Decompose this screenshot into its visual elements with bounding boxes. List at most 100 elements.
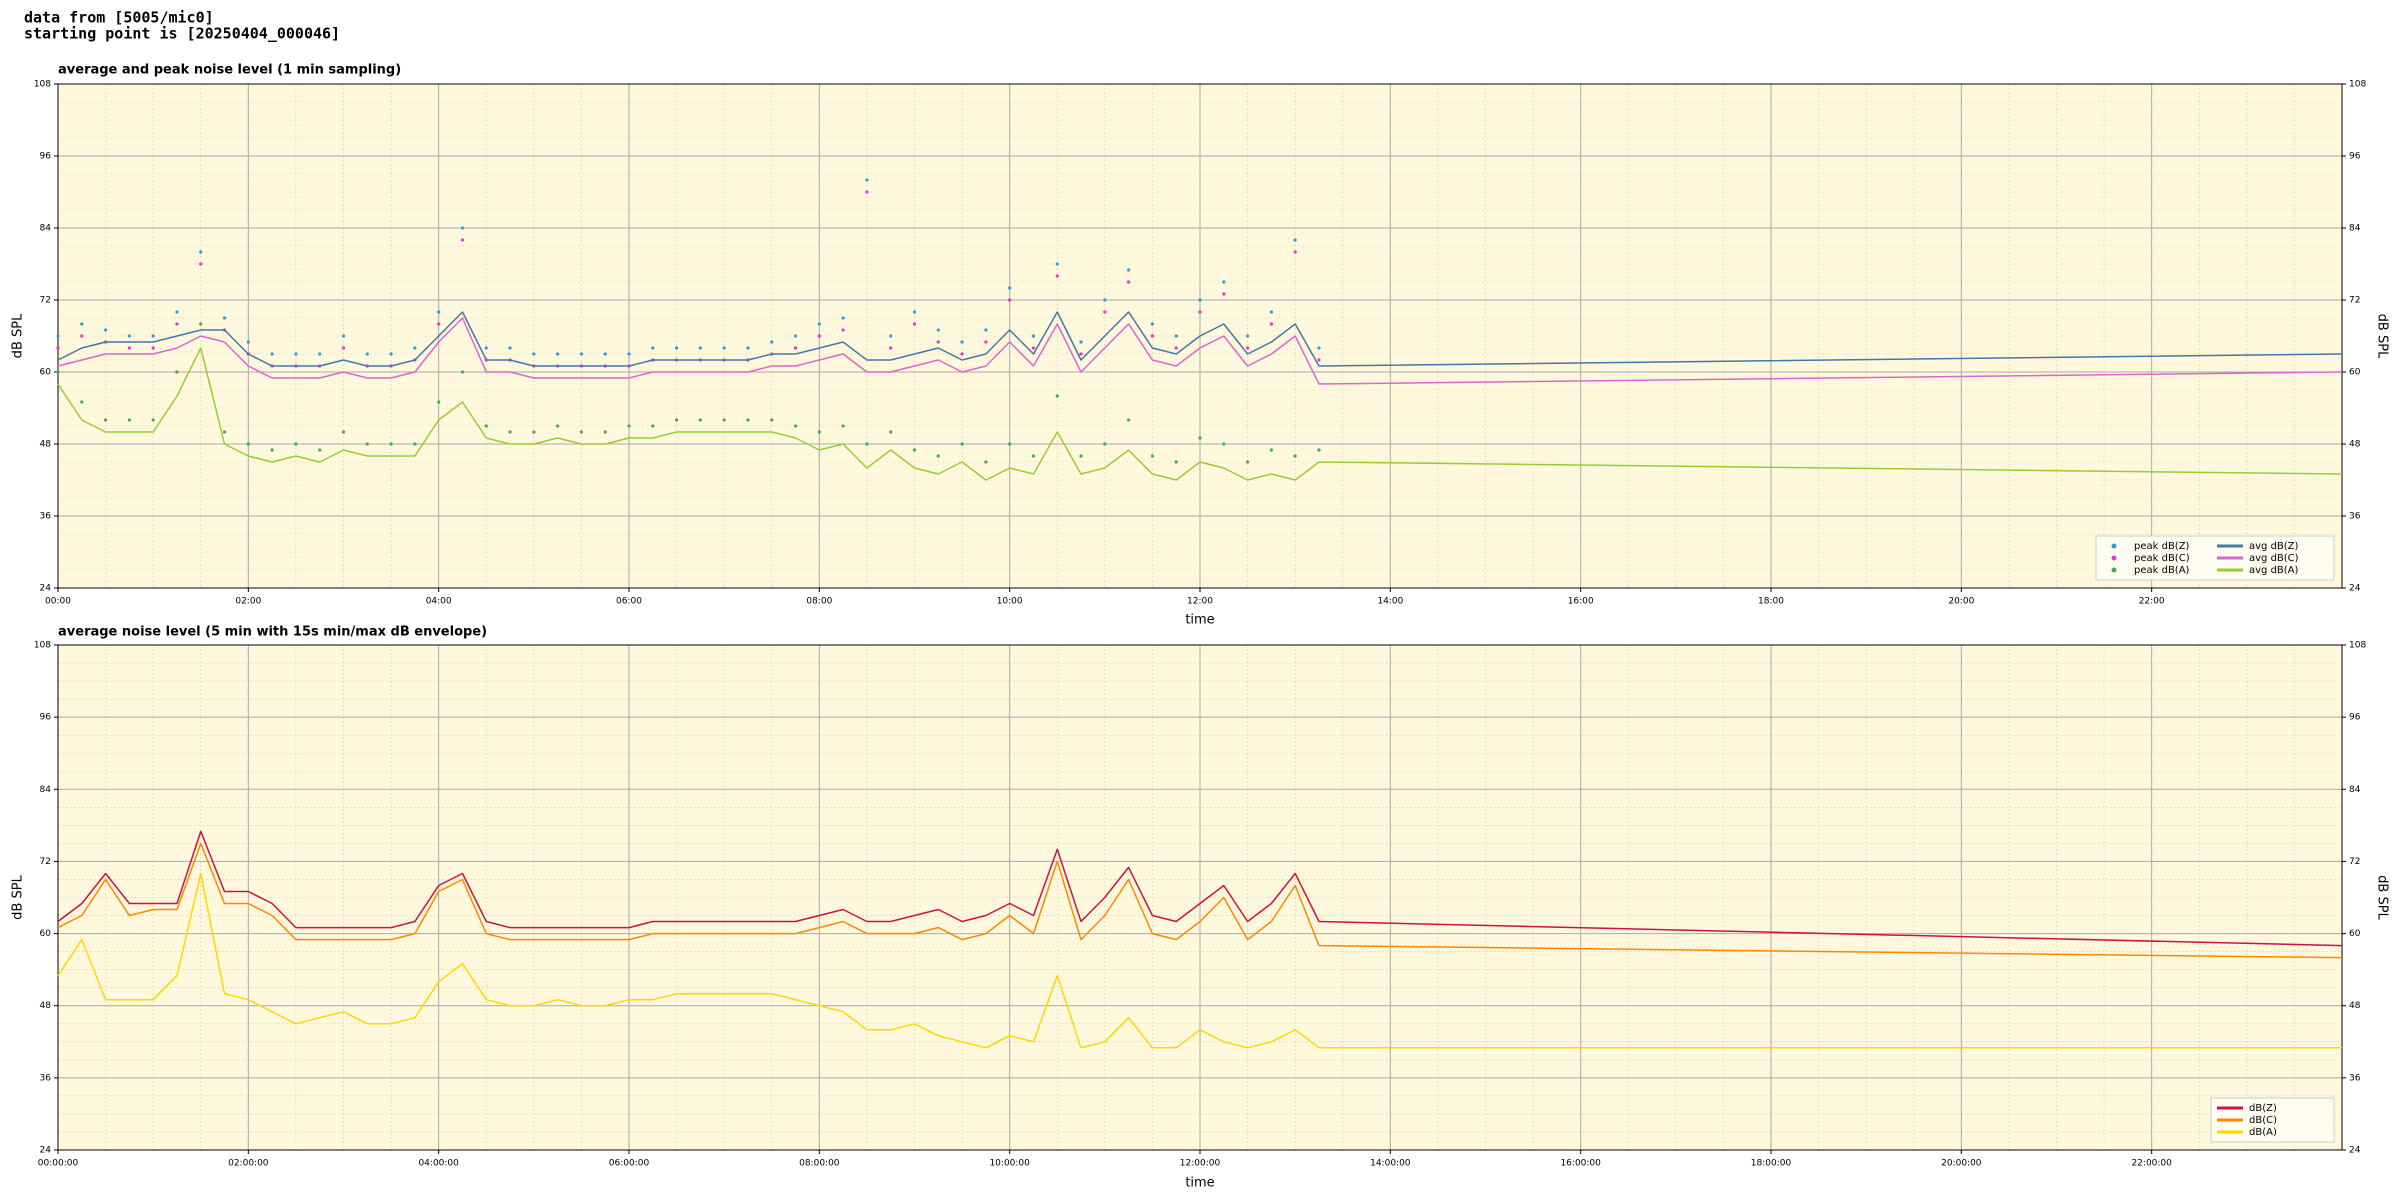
x-tick-label: 08:00:00 [799,1159,840,1169]
y-tick-label: 108 [2349,641,2366,651]
y-axis-label: dB SPL [11,874,26,919]
y-tick-label: 84 [40,785,52,795]
x-tick-label: 16:00 [1568,597,1594,607]
chart-title: average noise level (5 min with 15s min/… [58,625,487,640]
header-line: starting point is [20250404_000046] [24,25,340,43]
series-line [57,317,2343,385]
peak-point [1008,298,1012,302]
x-tick-label: 06:00 [616,597,642,607]
peak-point [56,370,60,374]
peak-point [318,448,322,452]
peak-point [1008,442,1012,446]
peak-point [199,250,203,254]
peak-point [865,190,869,194]
peak-point [698,418,702,422]
y-axis-label: dB SPL [2375,875,2390,920]
legend-label: peak dB(C) [2134,553,2190,564]
peak-point [1127,268,1131,272]
peak-point [912,310,917,314]
y-tick-label: 72 [40,857,51,867]
peak-point [460,226,465,230]
legend-box [2095,535,2335,581]
peak-point [936,454,940,458]
peak-point [460,238,465,242]
y-tick-label: 24 [40,584,52,594]
peak-point [484,424,488,428]
peak-point [1103,442,1107,446]
subplot: average and peak noise level (1 min samp… [11,63,2390,628]
peak-point [175,310,179,314]
y-tick-label: 108 [34,80,51,90]
legend-label: avg dB(Z) [2249,541,2299,552]
peak-point [1293,250,1297,254]
peak-point [960,352,964,356]
peak-point [437,322,441,326]
peak-point [1150,454,1155,458]
peak-point [270,352,274,356]
peak-point [841,316,845,320]
y-tick-label: 60 [2349,929,2361,939]
peak-point [80,322,84,326]
y-axis-label: dB SPL [2375,314,2390,359]
peak-point [1174,346,1178,350]
peak-point [960,340,964,344]
peak-point [318,352,322,356]
peak-point [199,262,203,266]
peak-point [80,400,84,404]
peak-point [389,352,393,356]
y-tick-label: 60 [2349,368,2361,378]
peak-point [508,346,512,350]
y-tick-label: 72 [2349,857,2360,867]
peak-point [437,400,441,404]
legend-label: peak dB(Z) [2134,541,2190,552]
peak-point [984,460,988,464]
x-tick-label: 10:00 [997,597,1023,607]
peak-point [127,334,131,338]
peak-point [1317,346,1321,350]
peak-point [56,346,60,350]
peak-point [1031,346,1036,350]
peak-point [103,328,108,332]
peak-point [1198,310,1202,314]
y-tick-label: 60 [40,929,52,939]
peak-point [341,334,346,338]
x-tick-label: 00:00:00 [38,1159,79,1169]
y-tick-label: 84 [40,224,52,234]
peak-point [151,334,155,338]
peak-point [889,346,893,350]
peak-point [698,346,702,350]
peak-point [960,442,964,446]
y-tick-label: 96 [2349,152,2361,162]
y-tick-label: 84 [2349,224,2361,234]
peak-point [127,346,131,350]
series-line [57,311,2343,367]
peak-point [127,418,131,422]
x-tick-label: 00:00 [45,597,71,607]
y-tick-label: 24 [40,1146,52,1156]
peak-point [1079,352,1083,356]
peak-point [1269,310,1273,314]
peak-point [341,346,346,350]
peak-point [1127,418,1131,422]
y-tick-label: 48 [40,440,52,450]
peak-point [579,352,584,356]
peak-point [817,334,821,338]
peak-point [746,346,750,350]
peak-point [889,334,893,338]
legend-label: avg dB(C) [2249,553,2299,564]
peak-point [674,418,679,422]
peak-point [984,340,988,344]
peak-point [817,430,821,434]
peak-point [413,442,417,446]
peak-point [246,340,250,344]
y-tick-label: 24 [2349,584,2361,594]
peak-point [151,418,155,422]
peak-point [556,424,560,428]
peak-point [1198,436,1202,440]
peak-point [1293,454,1297,458]
peak-point [1150,322,1155,326]
peak-point [627,352,631,356]
peak-point [746,418,750,422]
peak-point [793,424,798,428]
peak-point [532,352,536,356]
